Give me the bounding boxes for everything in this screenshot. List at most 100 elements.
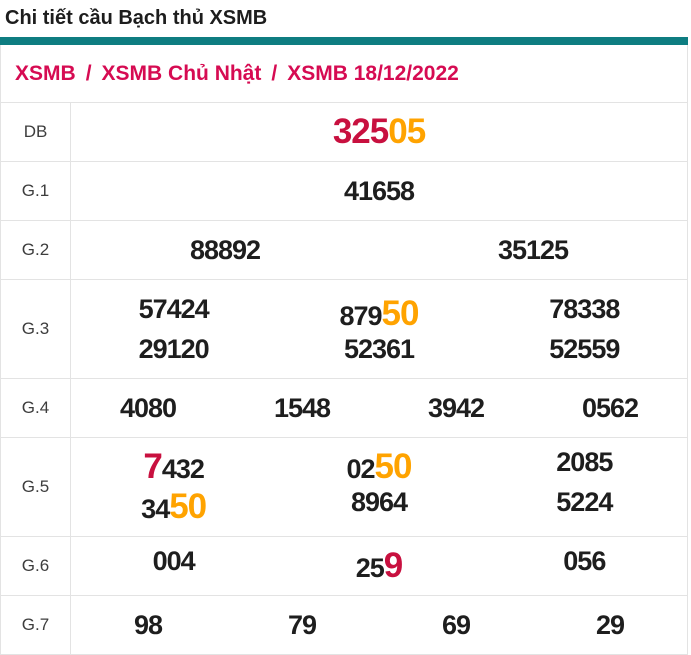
prize-number: 056 [563,546,606,576]
prize-digit-black: 879 [339,300,382,331]
prize-digit-black: 056 [563,546,606,576]
prize-cell: 4080 [71,393,225,424]
prize-number: 41658 [343,175,415,206]
prize-cell: 35125 [379,235,687,266]
prize-number: 0562 [582,393,639,423]
prize-values-g6: 004 259 056 [71,537,687,595]
prize-row-g1: G.1 41658 [1,162,687,221]
prize-row-g2: G.2 88892 35125 [1,221,687,280]
page-title: Chi tiết cầu Bạch thủ XSMB [5,7,268,29]
prize-label-g7: G.7 [1,596,71,654]
prize-digit-black: 41658 [343,175,415,206]
prize-line: 4080 1548 3942 0562 [71,393,687,424]
prize-cell: 52361 [276,334,481,365]
prize-digit-black: 8964 [350,487,408,517]
prize-digit-orange: 50 [169,487,207,526]
prize-cell: 1548 [225,393,379,424]
breadcrumb-link-1[interactable]: XSMB [15,61,76,85]
prize-cell: 2085 [482,447,687,487]
prize-digit-orange: 05 [388,112,426,151]
prize-cell: 98 [71,610,225,641]
prize-line: 88892 35125 [71,235,687,266]
prize-digit-black: 5224 [556,487,613,517]
breadcrumb-link-2[interactable]: XSMB Chủ Nhật [101,61,262,85]
prize-number: 78338 [549,293,620,324]
prize-row-g4: G.4 4080 1548 3942 0562 [1,379,687,438]
prize-number: 88892 [189,234,261,265]
prize-number: 004 [152,546,196,576]
prize-digit-black: 004 [152,546,196,576]
prize-number: 5224 [556,487,613,517]
prize-row-db: DB 32505 [1,103,687,162]
prize-line: 98 79 69 29 [71,610,687,641]
prize-cell: 69 [379,610,533,641]
prize-digit-black: 98 [133,609,163,640]
prize-label-g4: G.4 [1,379,71,437]
prize-label-g5: G.5 [1,438,71,536]
prize-digit-black: 4080 [119,392,177,423]
prize-values-g7: 98 79 69 29 [71,596,687,654]
prize-digit-black: 78338 [549,293,620,324]
prize-digit-black: 35125 [497,234,569,265]
prize-digit-black: 52361 [343,333,415,364]
prize-cell: 78338 [482,294,687,334]
prize-number: 3450 [141,487,207,526]
prize-number: 7432 [143,447,205,486]
prize-cell: 004 [71,546,276,586]
prize-digit-red: 7 [143,447,162,486]
prize-digit-black: 57424 [138,293,210,324]
prize-digit-black: 25 [355,553,385,583]
prize-digit-black: 1548 [273,392,331,423]
prize-row-g6: G.6 004 259 056 [1,537,687,596]
prize-number: 4080 [119,392,177,423]
prize-cell: 88892 [71,235,379,266]
prize-line: 7432 0250 2085 [71,447,687,487]
prize-digit-black: 88892 [189,234,261,265]
prize-number: 259 [355,546,404,585]
prize-digit-black: 69 [441,609,471,640]
prize-label-g3: G.3 [1,280,71,378]
prize-row-g7: G.7 98 79 69 29 [1,596,687,655]
prize-cell: 52559 [482,334,687,365]
prize-label-g6: G.6 [1,537,71,595]
prize-label-g1: G.1 [1,162,71,220]
prize-digit-black: 432 [161,454,205,484]
breadcrumb-link-3[interactable]: XSMB 18/12/2022 [287,61,459,85]
prize-cell: 29 [533,610,687,641]
prize-cell: 57424 [71,294,276,334]
prize-cell: 32505 [71,112,687,152]
prize-number: 52361 [343,333,415,364]
prize-cell: 0250 [276,447,481,487]
prize-cell: 8964 [276,487,481,527]
prize-line: 32505 [71,112,687,152]
prize-cell: 259 [276,546,481,586]
prize-values-g1: 41658 [71,162,687,220]
prize-digit-black: 29120 [138,333,210,364]
prize-label-db: DB [1,103,71,161]
results-panel: XSMB / XSMB Chủ Nhật / XSMB 18/12/2022 DB 325… [0,45,688,655]
prize-label-g2: G.2 [1,221,71,279]
breadcrumb-separator: / [271,61,278,85]
prize-values-db: 32505 [71,103,687,161]
prize-number: 87950 [339,294,419,333]
prize-line: 3450 8964 5224 [71,487,687,527]
prize-number: 79 [287,609,317,640]
prize-row-g5: G.5 7432 0250 2085 3450 8964 5224 [1,438,687,537]
prize-number: 29 [596,610,625,640]
prize-cell: 3450 [71,487,276,527]
prize-cell: 41658 [71,176,687,207]
prize-number: 32505 [333,112,426,151]
prize-cell: 0562 [533,393,687,424]
prize-values-g2: 88892 35125 [71,221,687,279]
prize-number: 0250 [346,447,413,486]
prize-values-g4: 4080 1548 3942 0562 [71,379,687,437]
prize-line: 29120 52361 52559 [71,334,687,365]
prize-number: 35125 [497,234,569,265]
breadcrumb: XSMB / XSMB Chủ Nhật / XSMB 18/12/2022 [1,45,687,103]
prize-digit-black: 02 [346,454,376,484]
prize-line: 41658 [71,176,687,207]
prize-digit-orange: 50 [374,447,413,486]
prize-digit-black: 79 [287,609,317,640]
prize-digit-black: 34 [141,494,170,524]
prize-number: 3942 [428,393,485,423]
